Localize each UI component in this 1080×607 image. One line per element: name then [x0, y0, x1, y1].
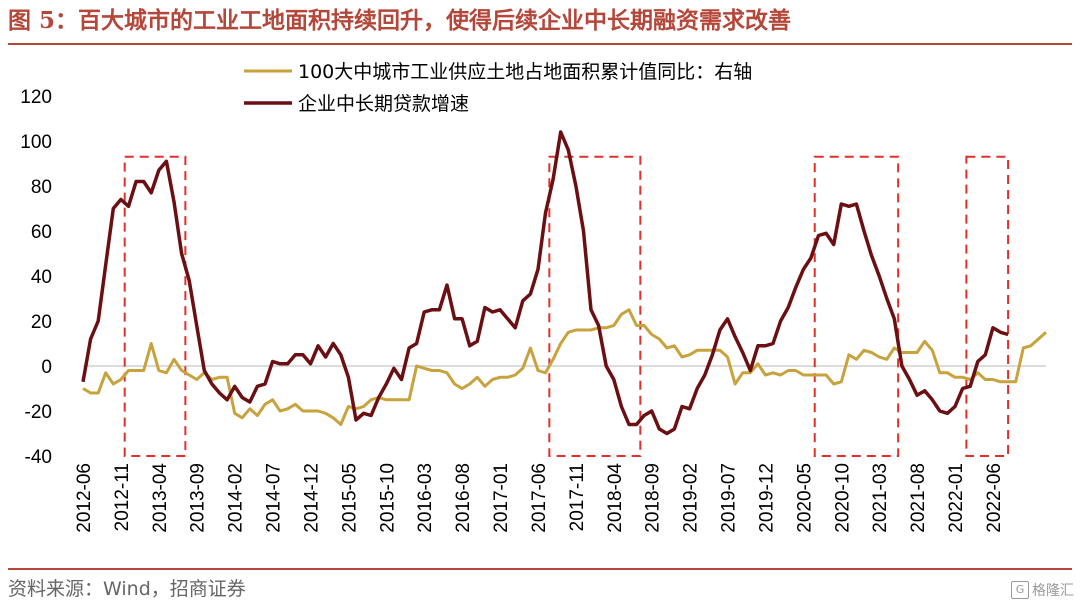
x-tick-label: 2022-01: [946, 463, 967, 533]
legend-label-2: 企业中长期贷款增速: [298, 93, 469, 115]
x-tick-label: 2022-06: [984, 463, 1005, 533]
y-tick-label: 120: [20, 87, 52, 108]
line-chart: -40 -20 0 20 40 60 80 100 120 2012-06 2012-11 2013-…: [20, 61, 1047, 533]
x-tick-label: 2014-12: [301, 463, 322, 533]
legend-label-1: 100大中城市工业供应土地占地面积累计值同比：右轴: [298, 61, 752, 83]
x-tick-label: 2014-02: [226, 463, 247, 533]
x-tick-label: 2020-10: [832, 463, 853, 533]
x-tick-label: 2013-09: [188, 463, 209, 533]
y-tick-label: 40: [31, 267, 52, 288]
x-tick-label: 2019-12: [756, 463, 777, 533]
x-tick-label: 2021-08: [908, 463, 929, 533]
highlight-box-2: [548, 155, 642, 457]
x-tick-label: 2017-06: [529, 463, 550, 533]
x-tick-label: 2016-08: [453, 463, 474, 533]
x-tick-label: 2018-09: [643, 463, 664, 533]
x-tick-label: 2021-03: [870, 463, 891, 533]
highlight-box-1: [123, 155, 187, 457]
x-tick-label: 2018-04: [605, 463, 626, 533]
chart-title: 图 5：百大城市的工业工地面积持续回升，使得后续企业中长期融资需求改善: [8, 7, 792, 34]
series-line-2: [81, 130, 1009, 436]
y-tick-label: 0: [41, 357, 52, 378]
y-tick-label: 100: [20, 132, 52, 153]
highlight-box-4: [965, 155, 1010, 457]
series-line-1: [82, 308, 1047, 426]
x-tick-label: 2020-05: [794, 463, 815, 533]
x-tick-label: 2012-06: [74, 463, 95, 533]
x-tick-label: 2017-01: [491, 463, 512, 533]
x-tick-label: 2014-07: [264, 463, 285, 533]
footer-divider: [8, 568, 1072, 570]
x-tick-label: 2017-11: [567, 463, 588, 531]
x-tick-label: 2019-07: [719, 463, 740, 533]
x-tick-label: 2012-11: [112, 463, 133, 531]
y-tick-label: 80: [31, 177, 52, 198]
x-tick-label: 2015-05: [339, 463, 360, 533]
y-tick-label: 20: [31, 312, 52, 333]
y-tick-label: -20: [25, 402, 52, 423]
highlight-box-3: [813, 155, 900, 457]
x-tick-label: 2019-02: [681, 463, 702, 533]
title-divider: [8, 43, 1072, 45]
watermark-logo-icon: G: [1011, 581, 1029, 599]
x-tick-label: 2016-03: [415, 463, 436, 533]
y-tick-label: 60: [31, 222, 52, 243]
x-tick-label: 2013-04: [150, 463, 171, 533]
source-note: 资料来源：Wind，招商证券: [8, 578, 246, 600]
x-tick-label: 2015-10: [377, 463, 398, 533]
watermark-text: 格隆汇: [1032, 583, 1074, 599]
watermark: G 格隆汇: [1011, 580, 1074, 600]
y-tick-label: -40: [25, 447, 52, 468]
